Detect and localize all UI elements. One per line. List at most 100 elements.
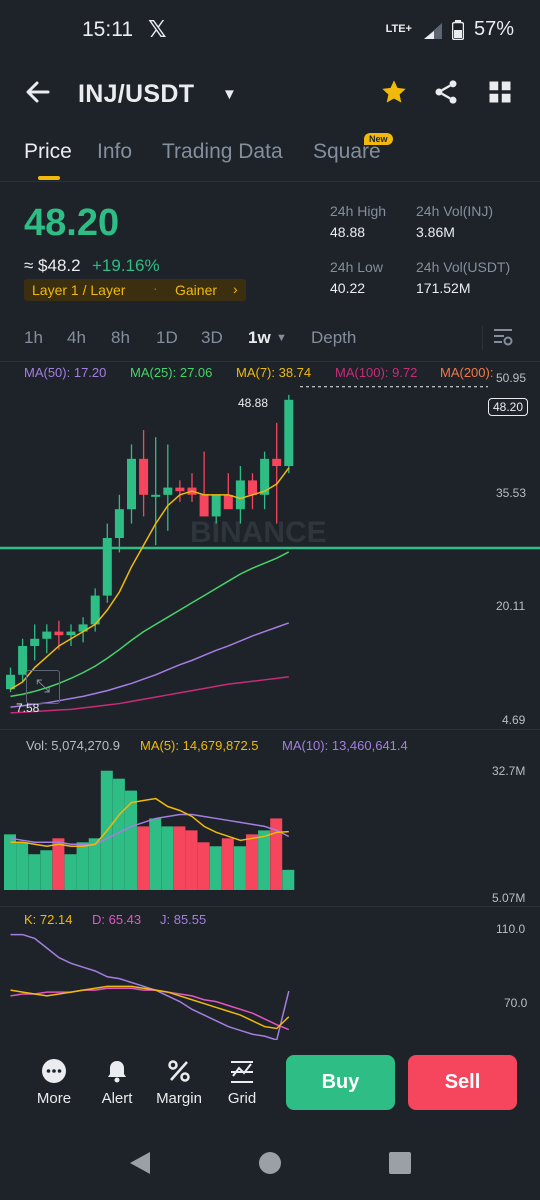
alert-button[interactable]: Alert	[87, 1058, 147, 1107]
timeframe-1w[interactable]: 1w	[248, 328, 271, 347]
timeframe-4h[interactable]: 4h	[67, 328, 86, 347]
tag-separator: ·	[153, 280, 158, 296]
tab-trading-data[interactable]: Trading Data	[162, 140, 283, 163]
volume-divider	[0, 729, 540, 730]
last-price-tag[interactable]: 48.20	[488, 398, 529, 416]
alert-label: Alert	[101, 1090, 133, 1107]
binance-watermark: BINANCE	[190, 516, 327, 549]
expand-chart-button[interactable]: ⤡	[26, 670, 60, 704]
timeframe-3d[interactable]: 3D	[201, 328, 223, 347]
volume-ma5-legend: MA(5): 14,679,872.5	[140, 738, 259, 753]
chart-settings-icon	[494, 329, 513, 346]
kdj-axis-top: 110.0	[496, 922, 526, 936]
candle-body	[42, 631, 52, 639]
candle-body	[90, 595, 100, 625]
candle-body	[102, 538, 112, 596]
volume-bar	[64, 854, 77, 890]
kdj-d-line	[10, 987, 290, 1031]
kdj-j-line	[10, 933, 290, 1041]
star-button[interactable]	[380, 78, 408, 111]
candle-body	[18, 645, 28, 675]
volume-ma10-legend: MA(10): 13,460,641.4	[282, 738, 408, 753]
volume-bar	[28, 854, 41, 890]
candle-body	[260, 458, 270, 495]
more-button[interactable]: More	[24, 1058, 84, 1107]
candle-body	[248, 480, 257, 495]
price-axis-bottom: 4.69	[502, 713, 526, 727]
battery-percent: 57%	[473, 18, 514, 40]
candle-body	[78, 624, 88, 632]
tab-info[interactable]: Info	[97, 140, 133, 163]
candle-body	[284, 399, 294, 467]
tag-chip[interactable]: Layer 1 / Layer · Gainer ›	[24, 279, 246, 301]
vol-base-value: 3.86M	[416, 224, 455, 240]
chevron-down-icon[interactable]: ▼	[222, 86, 237, 103]
more-label: More	[36, 1090, 72, 1107]
kdj-k-legend: K: 72.14	[24, 912, 73, 927]
volume-bar	[209, 846, 222, 890]
chart-top-divider	[0, 361, 540, 362]
candle-body	[272, 458, 282, 467]
sell-button[interactable]: Sell	[408, 1055, 517, 1110]
grid-button[interactable]: Grid	[212, 1058, 272, 1107]
vol-quote-value: 171.52M	[416, 280, 471, 296]
high-label: 24h High	[330, 203, 387, 219]
volume-bar	[185, 830, 198, 890]
back-button[interactable]	[24, 78, 52, 114]
buy-button[interactable]: Buy	[286, 1055, 395, 1110]
kdj-d-legend: D: 65.43	[92, 912, 142, 927]
timeframe-depth[interactable]: Depth	[311, 328, 357, 347]
grid-icon	[489, 81, 511, 103]
timeframe-1h[interactable]: 1h	[24, 328, 43, 347]
margin-label: Margin	[156, 1090, 202, 1107]
high-marker: 48.88	[238, 396, 269, 410]
expand-icon: ⤡	[35, 676, 51, 696]
volume-bar	[221, 838, 234, 890]
ma25-legend: MA(25): 27.06	[130, 365, 213, 380]
candle-body	[163, 487, 173, 495]
kdj-j-legend: J: 85.55	[160, 912, 207, 927]
ma50-line	[10, 622, 290, 708]
pair-title[interactable]: INJ/USDT	[78, 80, 195, 108]
nav-home-icon[interactable]	[258, 1151, 282, 1175]
volume-ma5-line	[10, 797, 289, 848]
tab-price[interactable]: Price	[24, 140, 72, 163]
price-chart[interactable]: BINANCE	[0, 385, 540, 1045]
kdj-lines	[10, 933, 290, 1041]
high-value: 48.88	[330, 224, 366, 240]
tab-square[interactable]: Square	[313, 140, 381, 163]
percent-icon	[149, 1058, 209, 1086]
price-change: +19.16%	[92, 256, 160, 275]
margin-button[interactable]: Margin	[149, 1058, 209, 1107]
candles	[6, 394, 294, 693]
caret-down-icon[interactable]: ▼	[276, 332, 287, 344]
layout-button[interactable]	[486, 78, 514, 111]
volume-bar	[149, 818, 162, 890]
timeframe-8h[interactable]: 8h	[111, 328, 130, 347]
chart-settings-button[interactable]	[492, 326, 514, 353]
more-icon	[24, 1058, 84, 1086]
approx-usd: ≈ $48.2	[24, 256, 81, 275]
volume-axis-bottom: 5.07M	[492, 891, 526, 905]
grid-label: Grid	[227, 1090, 257, 1107]
tag-gainer: Gainer	[175, 282, 218, 298]
share-button[interactable]	[432, 78, 460, 111]
volume-ma10-line	[10, 813, 290, 846]
volume-bar	[246, 834, 258, 890]
nav-back-icon[interactable]	[128, 1150, 152, 1176]
timeframe-1d[interactable]: 1D	[156, 328, 178, 347]
volume-bar	[16, 842, 29, 890]
new-badge: New	[364, 133, 393, 145]
volume-bar	[282, 869, 295, 890]
android-nav-bar	[0, 1130, 540, 1200]
volume-legend: Vol: 5,074,270.9	[26, 738, 120, 753]
last-price: 48.20	[24, 202, 120, 244]
candle-body	[114, 509, 124, 539]
candle-body	[223, 494, 233, 510]
ma200-legend: MA(200):	[440, 365, 494, 380]
tabs-divider	[0, 181, 540, 182]
nav-recents-icon[interactable]	[388, 1151, 412, 1175]
kdj-axis-bottom: 70.0	[504, 996, 528, 1010]
arrow-left-icon	[26, 81, 50, 103]
candle-body	[6, 674, 15, 690]
